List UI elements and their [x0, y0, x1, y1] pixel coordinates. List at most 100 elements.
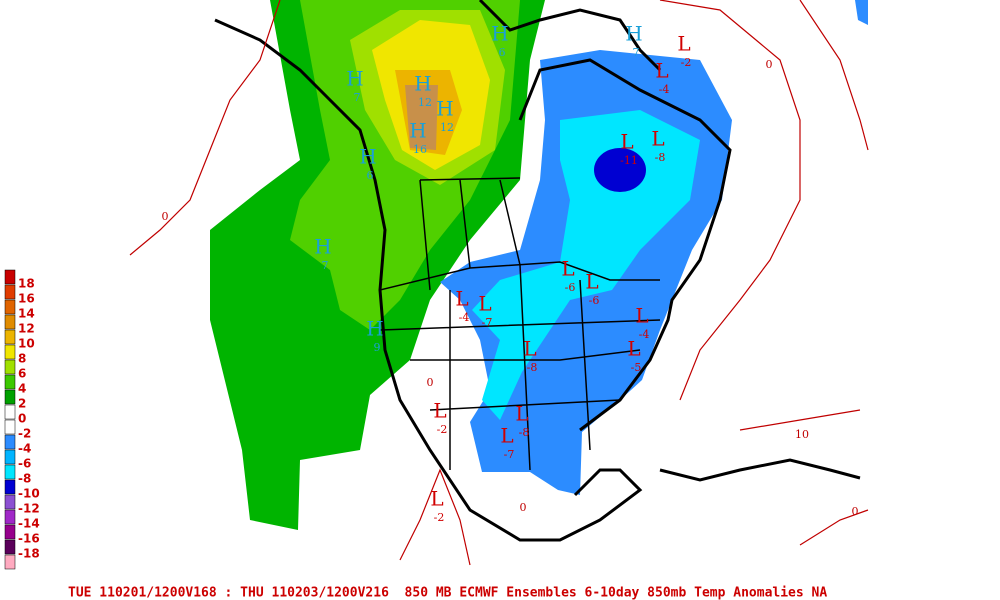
contour	[129, 0, 281, 256]
legend-box	[4, 464, 16, 480]
center-value: -7	[504, 448, 515, 461]
center-letter: H	[314, 235, 331, 259]
legend-extra-box	[4, 554, 16, 570]
legend-label: 16	[18, 292, 35, 306]
legend-box	[4, 284, 16, 300]
center-value: 7	[633, 46, 640, 59]
center-letter: L	[620, 130, 633, 154]
legend-label: -16	[18, 532, 40, 546]
center-letter: H	[625, 22, 642, 46]
contours	[129, 0, 869, 566]
border	[379, 261, 660, 291]
contour	[659, 0, 801, 401]
legend-label: -8	[18, 472, 31, 486]
center-letter: H	[414, 72, 431, 96]
center-value: 7	[354, 91, 361, 104]
legend-label: 18	[18, 277, 35, 291]
contour-label: 10	[795, 428, 809, 441]
contour-label: 0	[427, 376, 434, 389]
legend-box	[4, 389, 16, 405]
contour	[739, 409, 869, 546]
center-value: 16	[413, 143, 427, 156]
center-value: -8	[519, 426, 530, 439]
legend-box	[4, 539, 16, 555]
legend-label: 6	[18, 367, 26, 381]
center-value: 12	[440, 121, 454, 134]
center-letter: L	[655, 59, 668, 83]
legend-label: 4	[18, 382, 26, 396]
legend-label: 0	[18, 412, 26, 426]
center-value: -2	[681, 56, 692, 69]
center-letter: H	[409, 119, 426, 143]
center-letter: L	[651, 127, 664, 151]
contour-labels: 0 0 0 0 0 10	[162, 58, 859, 518]
legend-label: -14	[18, 517, 40, 531]
legend-box	[4, 329, 16, 345]
center-letter: H	[346, 67, 363, 91]
center-value: -7	[482, 316, 493, 329]
center-letter: L	[515, 402, 528, 426]
center-value: -6	[565, 281, 576, 294]
legend-box	[4, 359, 16, 375]
legend-label: 10	[18, 337, 35, 351]
coastline	[659, 458, 861, 482]
center-value: 6	[367, 169, 374, 182]
legend-label: -4	[18, 442, 31, 456]
contour	[399, 468, 471, 566]
center-value: -4	[639, 328, 650, 341]
center-letter: H	[436, 97, 453, 121]
legend-box	[4, 314, 16, 330]
coastline	[478, 0, 662, 72]
center-letter: L	[430, 487, 443, 511]
coastlines	[214, 0, 861, 542]
center-letter: H	[359, 145, 376, 169]
contour-label: 0	[766, 58, 773, 71]
legend-box	[4, 269, 16, 285]
legend-box	[4, 404, 16, 420]
center-letter: L	[455, 287, 468, 311]
field-brown	[405, 85, 438, 150]
coastline	[214, 18, 643, 542]
center-value: -6	[589, 294, 600, 307]
legend-label: -18	[18, 547, 40, 561]
field-blue-ne	[855, 0, 868, 25]
center-letter: L	[523, 337, 536, 361]
center-value: -5	[631, 361, 642, 374]
legend-box	[4, 344, 16, 360]
contour	[799, 0, 869, 151]
center-letter: L	[585, 270, 598, 294]
center-letter: H	[491, 22, 508, 46]
legend-label: -6	[18, 457, 31, 471]
center-value: -4	[459, 311, 470, 324]
center-value: -8	[527, 361, 538, 374]
legend-box	[4, 374, 16, 390]
legend-box	[4, 434, 16, 450]
field-cyan	[472, 110, 700, 420]
center-value: 12	[418, 96, 432, 109]
center-value: 7	[322, 259, 329, 272]
center-letter: L	[635, 304, 648, 328]
center-letter: L	[433, 399, 446, 423]
center-value: 9	[374, 341, 381, 354]
border	[379, 264, 661, 471]
anomaly-fields	[210, 0, 868, 530]
center-value: -8	[655, 151, 666, 164]
legend-box	[4, 524, 16, 540]
field-dark-blue	[594, 148, 646, 192]
center-letter: L	[478, 292, 491, 316]
center-letter: L	[500, 424, 513, 448]
legend-label: 8	[18, 352, 26, 366]
center-value: -2	[437, 423, 448, 436]
boundaries	[379, 177, 661, 471]
center-letter: L	[561, 257, 574, 281]
contour-label: 0	[162, 210, 169, 223]
center-value: -4	[659, 83, 670, 96]
center-letter: L	[677, 32, 690, 56]
legend-label: 14	[18, 307, 35, 321]
center-value: 6	[499, 46, 506, 59]
contour-label: 0	[852, 505, 859, 518]
legend-box	[4, 494, 16, 510]
